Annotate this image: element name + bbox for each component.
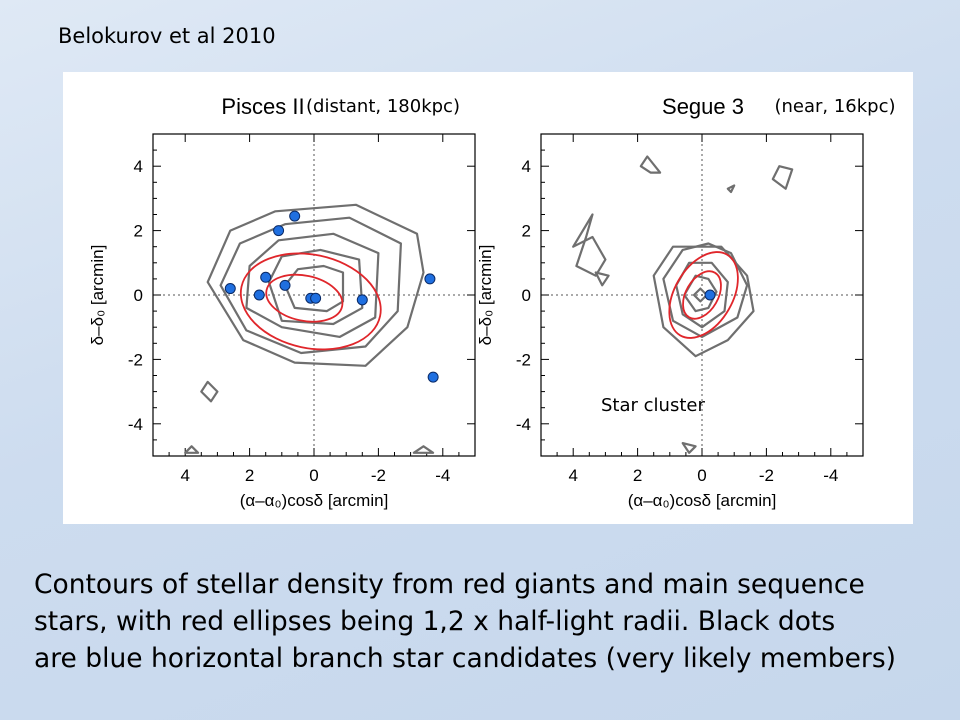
half-light-ellipse bbox=[682, 270, 722, 320]
density-contour bbox=[692, 287, 708, 303]
density-contour bbox=[267, 248, 364, 326]
x-axis-label: (α–α₀)cosδ [arcmin] bbox=[628, 491, 777, 510]
density-contour bbox=[771, 165, 794, 190]
annotation-star-cluster: Star cluster bbox=[601, 395, 705, 416]
y-tick-label: 4 bbox=[134, 157, 143, 176]
plot-title: Pisces II bbox=[221, 94, 304, 119]
bhb-point bbox=[356, 294, 368, 306]
bhb-point bbox=[260, 271, 272, 283]
density-contour bbox=[184, 445, 200, 454]
bhb-point bbox=[310, 292, 322, 304]
plot-subtitle: (near, 16kpc) bbox=[774, 96, 895, 117]
citation: Belokurov et al 2010 bbox=[58, 24, 276, 48]
bhb-point bbox=[424, 273, 436, 285]
half-light-ellipse bbox=[239, 252, 382, 351]
x-tick-label: -2 bbox=[371, 466, 386, 485]
plot-pisces-ii: Pisces II (distant, 180kpc) 4 2 0 -2 -4 4 2 0 -2 -4… bbox=[88, 94, 476, 510]
density-contour bbox=[219, 216, 402, 355]
x-tick-label: -4 bbox=[823, 466, 838, 485]
y-tick-label: 0 bbox=[522, 286, 531, 305]
y-axis-label: δ–δ₀ [arcmin] bbox=[476, 245, 495, 346]
bhb-point bbox=[224, 283, 236, 295]
x-tick-label: 4 bbox=[568, 466, 577, 485]
bhb-point bbox=[427, 371, 439, 383]
density-contour bbox=[245, 232, 380, 338]
x-tick-label: 2 bbox=[245, 466, 254, 485]
half-light-ellipse bbox=[668, 251, 739, 339]
y-tick-label: -2 bbox=[516, 350, 531, 369]
density-contour bbox=[200, 380, 219, 403]
y-tick-label: 2 bbox=[134, 222, 143, 241]
density-contour bbox=[206, 203, 425, 367]
density-contour bbox=[283, 264, 345, 313]
figure-panel: Pisces II (distant, 180kpc) 4 2 0 -2 -4 4 2 0 -2 -4… bbox=[63, 72, 913, 524]
caption-line-2: stars, with red ellipses being 1,2 x hal… bbox=[34, 606, 836, 637]
x-axis-label: (α–α₀)cosδ [arcmin] bbox=[240, 491, 389, 510]
density-contour bbox=[726, 184, 736, 194]
bhb-point bbox=[704, 289, 716, 301]
half-light-ellipse bbox=[265, 273, 344, 323]
x-tick-label: 0 bbox=[309, 466, 318, 485]
plot-segue-3: Segue 3 (near, 16kpc) 4 2 0 -2 -4 4 2 0 -2 -4 (α–α₀)… bbox=[476, 94, 896, 510]
x-tick-label: 4 bbox=[180, 466, 189, 485]
bhb-point bbox=[279, 279, 291, 291]
x-tick-label: 0 bbox=[697, 466, 706, 485]
density-contour bbox=[412, 445, 435, 454]
y-tick-label: -4 bbox=[128, 415, 143, 434]
figure-svg: Pisces II (distant, 180kpc) 4 2 0 -2 -4 4 2 0 -2 -4… bbox=[88, 94, 896, 510]
caption-line-3: are blue horizontal branch star candidat… bbox=[34, 643, 896, 674]
x-tick-label: 2 bbox=[633, 466, 642, 485]
y-tick-label: 0 bbox=[134, 286, 143, 305]
density-contour bbox=[681, 442, 697, 454]
density-contour bbox=[662, 242, 749, 338]
caption-line-1: Contours of stellar density from red gia… bbox=[34, 569, 865, 600]
y-tick-label: 2 bbox=[522, 222, 531, 241]
caption: Contours of stellar density from red gia… bbox=[34, 566, 944, 677]
y-tick-label: -4 bbox=[516, 415, 531, 434]
density-contour bbox=[675, 261, 729, 329]
density-contour bbox=[639, 155, 662, 174]
plot-title: Segue 3 bbox=[662, 94, 744, 119]
y-tick-label: -2 bbox=[128, 350, 143, 369]
density-contour bbox=[594, 271, 610, 287]
bhb-point bbox=[253, 289, 265, 301]
y-axis-label: δ–δ₀ [arcmin] bbox=[88, 245, 107, 346]
bhb-point bbox=[289, 210, 301, 222]
plot-subtitle: (distant, 180kpc) bbox=[306, 96, 460, 117]
x-tick-label: -4 bbox=[435, 466, 450, 485]
x-tick-label: -2 bbox=[759, 466, 774, 485]
bhb-point bbox=[273, 225, 285, 237]
density-contour bbox=[572, 213, 607, 277]
y-tick-label: 4 bbox=[522, 157, 531, 176]
